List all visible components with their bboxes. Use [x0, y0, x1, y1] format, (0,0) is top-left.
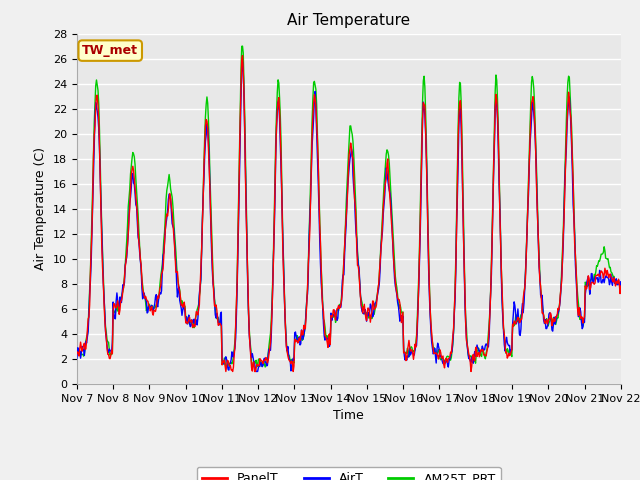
- AM25T_PRT: [617, 283, 625, 288]
- PanelT: [433, 350, 440, 356]
- Text: TW_met: TW_met: [82, 44, 138, 57]
- PanelT: [73, 351, 81, 357]
- PanelT: [239, 53, 246, 59]
- AirT: [252, 369, 260, 374]
- AM25T_PRT: [223, 364, 230, 370]
- PanelT: [194, 312, 202, 318]
- PanelT: [139, 286, 147, 292]
- X-axis label: Time: Time: [333, 409, 364, 422]
- Legend: PanelT, AirT, AM25T_PRT: PanelT, AirT, AM25T_PRT: [197, 467, 500, 480]
- PanelT: [222, 369, 230, 374]
- PanelT: [223, 358, 231, 363]
- Line: PanelT: PanelT: [77, 56, 621, 372]
- AirT: [617, 279, 625, 285]
- AM25T_PRT: [417, 204, 424, 210]
- AirT: [433, 360, 440, 366]
- Line: AirT: AirT: [77, 62, 621, 372]
- AM25T_PRT: [248, 365, 256, 371]
- AirT: [417, 228, 424, 234]
- AirT: [73, 356, 81, 361]
- Line: AM25T_PRT: AM25T_PRT: [77, 46, 621, 368]
- AirT: [194, 315, 202, 321]
- AirT: [83, 340, 90, 346]
- AirT: [139, 296, 147, 302]
- Y-axis label: Air Temperature (C): Air Temperature (C): [35, 147, 47, 270]
- AirT: [239, 59, 246, 65]
- PanelT: [417, 218, 424, 224]
- AM25T_PRT: [73, 350, 81, 356]
- PanelT: [83, 337, 90, 343]
- AM25T_PRT: [83, 334, 90, 340]
- PanelT: [617, 283, 625, 289]
- AM25T_PRT: [139, 282, 147, 288]
- Title: Air Temperature: Air Temperature: [287, 13, 410, 28]
- AirT: [223, 357, 230, 362]
- AM25T_PRT: [194, 305, 202, 311]
- AM25T_PRT: [433, 352, 440, 358]
- AM25T_PRT: [239, 43, 246, 49]
